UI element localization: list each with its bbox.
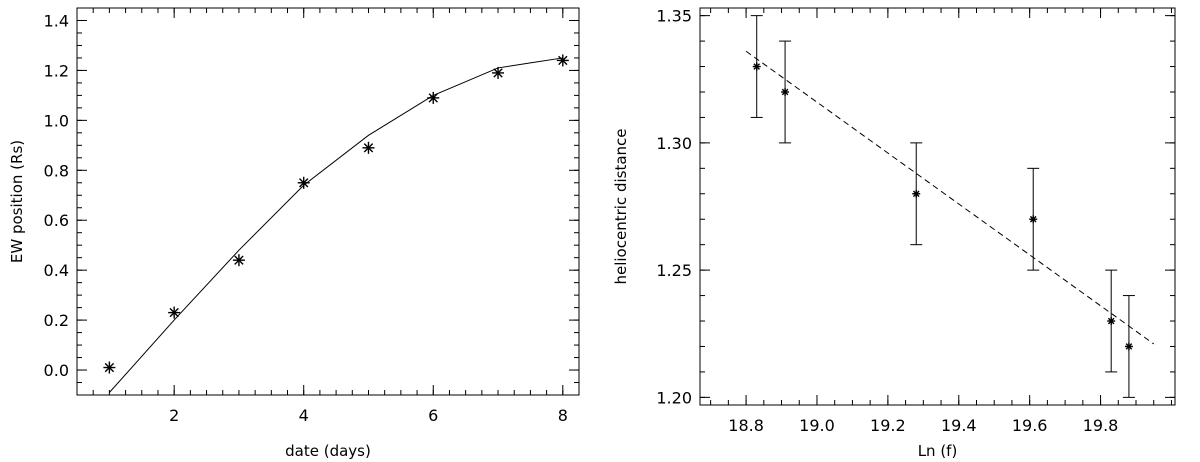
x-tick-label: 18.8: [728, 416, 764, 435]
y-tick-label: 1.20: [656, 388, 692, 407]
fit-curve: [109, 57, 563, 393]
data-point: [752, 62, 761, 71]
y-axis-title: heliocentric distance: [612, 128, 630, 284]
asterisk-stroke: [493, 68, 503, 78]
x-tick-label: 19.6: [1012, 416, 1048, 435]
data-point: [1124, 342, 1133, 351]
data-point: [1029, 215, 1038, 224]
data-point: [103, 361, 116, 374]
y-tick-label: 1.35: [656, 7, 692, 26]
x-tick-label: 2: [169, 406, 179, 425]
y-axis-title: EW position (Rs): [8, 140, 26, 263]
data-point: [492, 66, 505, 79]
x-tick-label: 8: [558, 406, 568, 425]
x-axis-title: date (days): [285, 442, 371, 460]
plot-frame: [76, 7, 580, 396]
x-tick-label: 19.0: [799, 416, 835, 435]
data-point: [556, 54, 569, 67]
y-tick-label: 1.0: [44, 111, 69, 130]
asterisk-stroke: [363, 143, 374, 153]
data-point: [781, 87, 790, 96]
data-point: [297, 176, 310, 189]
x-tick-label: 19.2: [870, 416, 906, 435]
y-tick-label: 1.2: [44, 61, 69, 80]
x-tick-label: 6: [428, 406, 438, 425]
data-point: [1107, 317, 1116, 326]
asterisk-stroke: [1107, 317, 1115, 325]
y-tick-label: 1.25: [656, 261, 692, 280]
asterisk-stroke: [428, 93, 438, 103]
asterisk-stroke: [1125, 343, 1133, 350]
asterisk-stroke: [234, 255, 244, 265]
y-tick-label: 0.6: [44, 211, 69, 230]
asterisk-stroke: [781, 88, 789, 96]
chart-panel-1: 2 4 6 8 0.0 0.2 0.4 0.6 0.8 1.0 1.2 1.4 date (days) E…: [8, 7, 580, 460]
data-point: [912, 189, 921, 198]
chart-panel-2: 18.8 19.0 19.2 19.4 19.6 19.8 1.20 1.25 1.30 1.35…: [612, 7, 1176, 460]
x-tick-label: 4: [299, 406, 309, 425]
data-point: [362, 141, 375, 154]
asterisk-stroke: [558, 55, 568, 66]
data-point: [232, 254, 245, 267]
y-tick-label: 1.30: [656, 134, 692, 153]
asterisk-stroke: [1029, 215, 1037, 223]
y-tick-label: 0.4: [44, 261, 69, 280]
fit-line-dashed: [745, 50, 1155, 345]
plot-frame: [699, 7, 1176, 406]
x-axis-title: Ln (f): [918, 442, 958, 460]
asterisk-stroke: [169, 307, 179, 318]
y-tick-label: 0.2: [44, 311, 69, 330]
asterisk-stroke: [753, 63, 761, 70]
asterisk-stroke: [912, 190, 920, 198]
x-tick-label: 19.4: [941, 416, 977, 435]
x-tick-label: 19.8: [1083, 416, 1119, 435]
data-point: [168, 306, 181, 319]
y-tick-label: 1.4: [44, 11, 69, 30]
y-tick-label: 0.8: [44, 161, 69, 180]
asterisk-stroke: [299, 178, 309, 188]
y-tick-label: 0.0: [44, 361, 69, 380]
asterisk-stroke: [104, 362, 115, 373]
